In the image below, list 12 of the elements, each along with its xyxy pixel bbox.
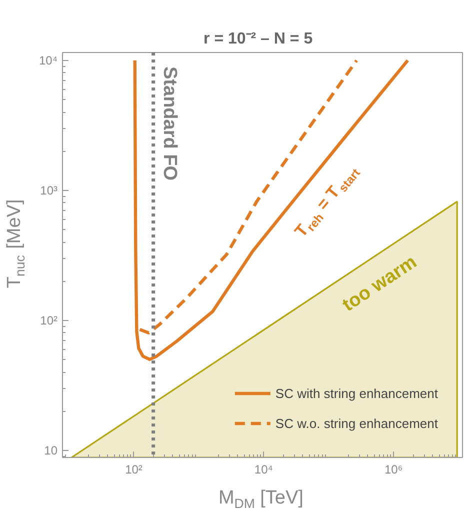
ref-line-label: Standard FO xyxy=(158,66,180,181)
y-tick-label: 10⁴ xyxy=(38,53,58,68)
y-tick-label: 10 xyxy=(44,443,58,458)
x-tick-label: 10⁶ xyxy=(384,462,403,476)
y-tick-label: 10² xyxy=(40,313,58,328)
legend-label: SC w.o. string enhancement xyxy=(275,416,438,430)
y-tick-label: 10³ xyxy=(40,183,58,198)
y-axis-title: Tnuc [MeV] xyxy=(4,199,28,288)
x-tick-label: 10⁴ xyxy=(254,462,273,476)
x-tick-label: 10² xyxy=(125,462,142,476)
legend-label: SC with string enhancement xyxy=(275,386,438,400)
chart-title: r = 10⁻² – N = 5 xyxy=(204,30,313,48)
